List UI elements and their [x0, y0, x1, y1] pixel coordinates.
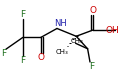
Text: F: F: [1, 49, 6, 58]
Text: CH₃: CH₃: [56, 49, 69, 55]
Text: CH₃: CH₃: [70, 38, 83, 44]
Text: F: F: [20, 10, 25, 19]
Text: NH: NH: [54, 19, 67, 28]
Text: O: O: [37, 53, 44, 62]
Text: F: F: [20, 56, 25, 65]
Text: O: O: [90, 6, 96, 15]
Text: F: F: [89, 62, 94, 71]
Text: OH: OH: [106, 26, 119, 35]
